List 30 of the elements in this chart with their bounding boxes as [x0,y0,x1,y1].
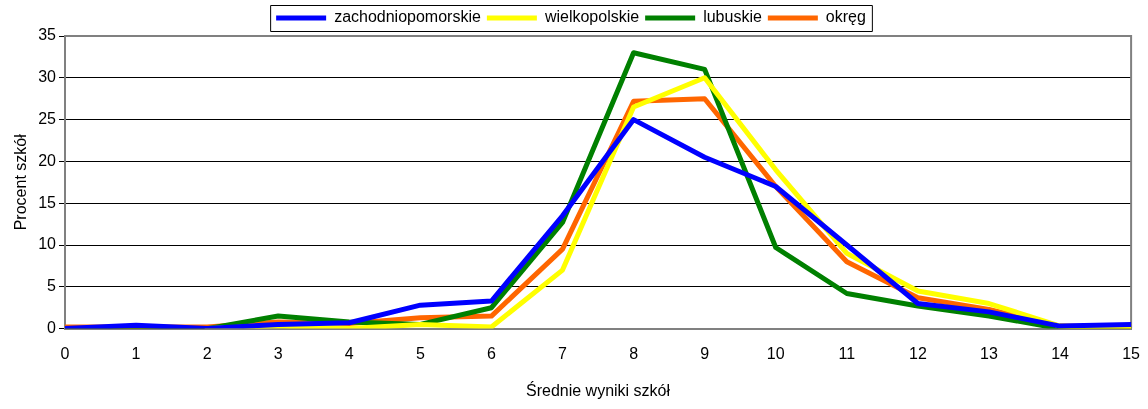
x-tick-label: 14 [1051,344,1070,362]
x-tick-label: 3 [273,344,283,362]
y-tick-label: 30 [38,68,57,86]
x-tick-label: 9 [700,344,710,362]
y-tick-label: 15 [38,193,57,211]
x-tick-label: 13 [980,344,998,362]
y-tick-label: 10 [38,235,57,253]
legend-label: zachodniopomorskie [334,8,481,26]
legend-label: okręg [825,8,866,26]
x-tick-label: 6 [486,344,496,362]
legend-label: lubuskie [703,8,762,26]
x-tick-label: 11 [838,344,856,362]
y-tick-label: 0 [47,319,57,337]
x-tick-label: 4 [344,344,354,362]
x-axis-title: Średnie wyniki szkół [526,380,671,399]
x-tick-label: 1 [131,344,141,362]
y-tick-label: 25 [38,110,57,128]
x-tick-label: 10 [766,344,785,362]
x-tick-label: 8 [629,344,639,362]
y-tick-label: 20 [38,151,57,169]
x-tick-label: 2 [202,344,212,362]
x-tick-label: 0 [60,344,70,362]
x-tick-label: 15 [1122,344,1141,362]
x-tick-label: 5 [415,344,425,362]
legend-label: wielkopolskie [543,8,640,26]
y-tick-label: 5 [47,277,57,295]
x-tick-label: 12 [908,344,927,362]
y-axis-title: Procent szkół [12,133,30,231]
x-tick-label: 7 [558,344,568,362]
y-tick-label: 35 [38,26,57,44]
